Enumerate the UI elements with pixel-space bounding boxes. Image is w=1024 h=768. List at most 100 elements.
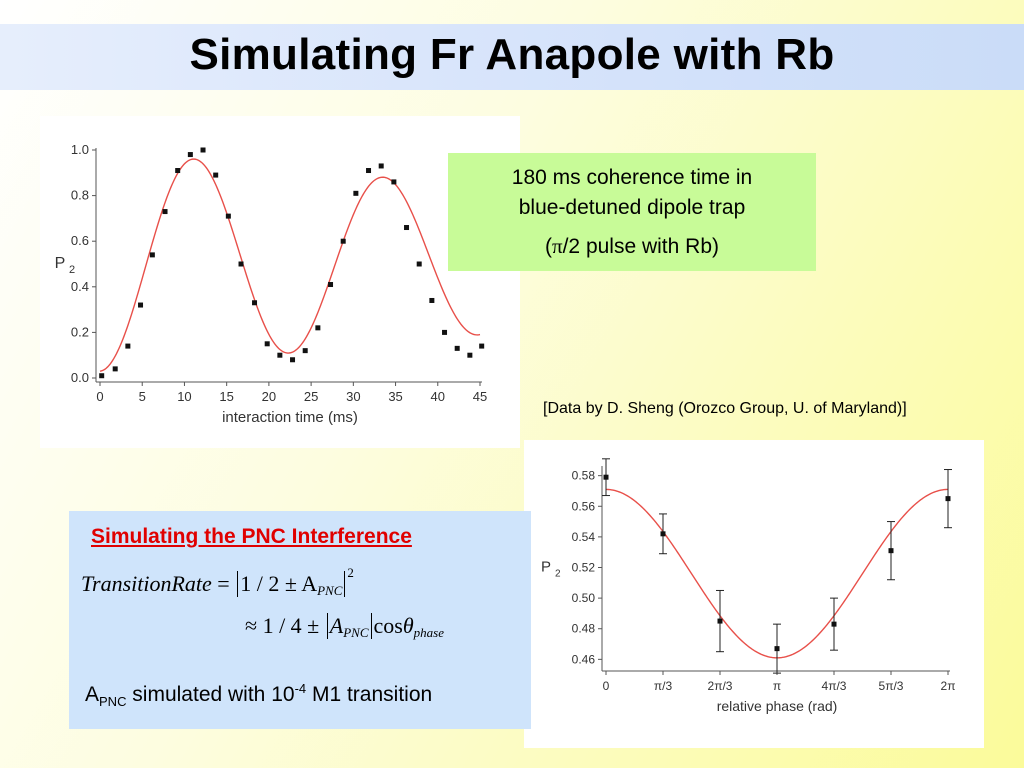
eq2-pre: ≈ 1 / 4 ± [245, 613, 325, 638]
data-point [200, 147, 206, 153]
data-point [149, 252, 155, 258]
y-axis-label: P [541, 559, 551, 576]
data-point [315, 325, 321, 331]
transition-rate-equation: TransitionRate = 1 / 2 ± APNC 2 [81, 565, 354, 599]
data-point [467, 352, 473, 358]
y-axis-label: P [55, 255, 66, 272]
x-tick-label: 0 [603, 679, 610, 693]
y-tick-label: 0.50 [572, 591, 596, 605]
relative-phase-plot: 0 π/3 2π/3 π 4π/3 5π/3 2π 0.46 0.48 0.50 0.52 0.54 0… [541, 458, 956, 714]
x-tick-label: 20 [262, 389, 276, 404]
eq1-sub: PNC [317, 583, 343, 598]
data-point [831, 621, 837, 627]
pnc-line-a: A [85, 683, 100, 706]
y-tick-label: 0.58 [572, 469, 596, 483]
note-pulse-text: /2 pulse with Rb) [562, 235, 719, 258]
eq1-lhs: TransitionRate [81, 571, 212, 596]
abs-bar-left-2 [326, 613, 328, 639]
y-tick-label: 0.46 [572, 652, 596, 666]
data-point [162, 209, 168, 215]
eq1-sup: 2 [347, 565, 354, 580]
data-point [264, 341, 270, 347]
data-point [454, 345, 460, 351]
x-tick-label: 40 [431, 389, 445, 404]
data-point [366, 168, 372, 174]
data-point [99, 373, 105, 379]
eq2-theta-sub: phase [413, 625, 444, 640]
pnc-line-sub: PNC [99, 694, 127, 710]
pnc-box: Simulating the PNC Interference Transiti… [69, 511, 531, 729]
pnc-line-mid: simulated with 10 [126, 683, 295, 706]
data-point [353, 190, 359, 196]
data-point [945, 496, 951, 502]
y-tick-label: 0.52 [572, 561, 596, 575]
x-axis-label: interaction time (ms) [222, 409, 358, 426]
approx-equation: ≈ 1 / 4 ± APNC cosθphase [245, 613, 444, 641]
data-point [603, 474, 609, 480]
eq2-cos: cos [373, 613, 403, 638]
data-point [340, 238, 346, 244]
pnc-title: Simulating the PNC Interference [91, 525, 412, 548]
abs-bar-right-2 [370, 613, 372, 639]
data-point [717, 618, 723, 624]
data-point [238, 261, 244, 267]
title-bar [0, 24, 1024, 90]
eq2-theta: θ [402, 613, 414, 638]
note-pi: π [551, 234, 563, 258]
x-tick-label: 45 [473, 389, 487, 404]
data-point [378, 163, 384, 169]
eq1-body: 1 / 2 ± A [240, 571, 318, 596]
coherence-note: 180 ms coherence time in blue-detuned di… [448, 153, 816, 271]
x-tick-label: 5π/3 [879, 679, 904, 693]
pnc-line-sup: -4 [294, 681, 307, 696]
eq2-sub: PNC [343, 625, 369, 640]
data-point [290, 357, 296, 363]
x-tick-label: π/3 [654, 679, 673, 693]
x-tick-label: 30 [346, 389, 360, 404]
data-point [225, 213, 231, 219]
y-tick-label: 0.56 [572, 499, 596, 513]
pnc-line-end: M1 transition [306, 683, 433, 706]
data-credit: [Data by D. Sheng (Orozco Group, U. of M… [543, 400, 907, 417]
data-point [429, 297, 435, 303]
y-tick-label: 0.4 [71, 279, 89, 294]
data-point [125, 343, 131, 349]
y-tick-label: 1.0 [71, 142, 89, 157]
coherence-note-line3: (π/2 pulse with Rb) [448, 231, 816, 262]
x-tick-label: 4π/3 [822, 679, 847, 693]
y-tick-label: 0.8 [71, 188, 89, 203]
data-point [660, 531, 666, 537]
data-point [888, 548, 894, 554]
x-tick-label: 25 [304, 389, 318, 404]
pnc-simulation-note: APNC simulated with 10-4 M1 transition [85, 681, 432, 709]
eq1-equals: = [211, 571, 236, 596]
x-axis-label: relative phase (rad) [717, 698, 838, 714]
rabi-oscillation-plot: 0 5 10 15 20 25 30 35 40 45 0.0 0.2 0.4 0.6 0.8 1.0 inte… [55, 142, 488, 426]
x-tick-label: 2π/3 [708, 679, 733, 693]
fit-curve [99, 158, 481, 372]
x-tick-label: 10 [177, 389, 191, 404]
data-point [774, 646, 780, 652]
y-tick-label: 0.0 [71, 370, 89, 385]
y-tick-label: 0.6 [71, 233, 89, 248]
data-point [277, 352, 283, 358]
data-point [138, 302, 144, 308]
note-open-paren: ( [544, 235, 552, 258]
coherence-note-line2: blue-detuned dipole trap [518, 196, 746, 219]
coherence-note-line1: 180 ms coherence time in [511, 166, 753, 189]
y-tick-label: 0.2 [71, 324, 89, 339]
abs-bar-left [237, 571, 239, 597]
x-tick-label: 2π [941, 679, 956, 693]
data-point [213, 172, 219, 178]
rabi-oscillation-chart: 0 5 10 15 20 25 30 35 40 45 0.0 0.2 0.4 0.6 0.8 1.0 inte… [40, 116, 520, 448]
abs-bar-right [344, 571, 346, 597]
data-point [416, 261, 422, 267]
x-tick-label: 15 [219, 389, 233, 404]
relative-phase-chart: 0 π/3 2π/3 π 4π/3 5π/3 2π 0.46 0.48 0.50 0.52 0.54 0… [524, 440, 984, 748]
y-axis-label-sub: 2 [69, 264, 75, 276]
data-point [479, 343, 485, 349]
data-point [442, 329, 448, 335]
x-tick-label: 35 [388, 389, 402, 404]
data-point [112, 366, 118, 372]
data-point [187, 152, 193, 158]
